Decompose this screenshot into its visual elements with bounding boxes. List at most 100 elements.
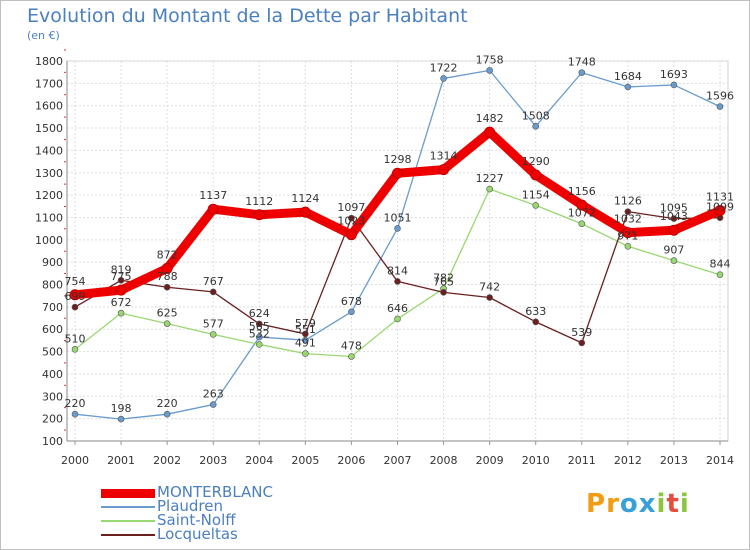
y-tick-label: 1200 xyxy=(35,189,63,202)
data-label: 577 xyxy=(203,317,224,330)
unit-label: (en €) xyxy=(27,29,60,42)
data-label: 1508 xyxy=(522,109,550,122)
point-plaudren xyxy=(348,308,355,316)
data-label: 1072 xyxy=(568,207,596,220)
point-plaudren xyxy=(71,410,79,418)
point-locqueltas xyxy=(255,320,263,328)
data-label: 1722 xyxy=(430,61,458,74)
point-plaudren xyxy=(117,415,125,423)
data-label: 646 xyxy=(387,302,408,315)
point-monterblanc xyxy=(253,209,265,221)
point-monterblanc xyxy=(345,229,357,241)
data-label: 1099 xyxy=(706,201,734,214)
legend-swatch xyxy=(101,489,155,498)
data-label: 220 xyxy=(65,397,86,410)
point-locqueltas xyxy=(348,214,355,222)
legend-swatch xyxy=(101,506,155,508)
point-plaudren xyxy=(394,225,401,232)
logo-letter: o xyxy=(619,489,639,519)
point-saint-nolff xyxy=(394,315,401,323)
point-plaudren xyxy=(716,103,724,110)
legend-item-locqueltas: Locqueltas xyxy=(101,525,361,543)
y-tick-label: 1300 xyxy=(35,167,63,180)
data-label: 539 xyxy=(571,326,592,339)
y-tick-label: 1100 xyxy=(35,211,63,224)
y-tick-label: 400 xyxy=(42,368,63,381)
y-tick-label: 1800 xyxy=(35,55,63,68)
x-tick-label: 2011 xyxy=(568,454,596,467)
point-monterblanc xyxy=(668,224,680,236)
logo-letter: i xyxy=(679,489,690,519)
data-labels: 754 775 872 1137 1112 1124 1023 1298 1314 1482 129… xyxy=(65,53,735,415)
point-monterblanc xyxy=(576,199,588,211)
point-monterblanc xyxy=(622,227,634,239)
data-label: 907 xyxy=(663,244,684,257)
data-label: 491 xyxy=(295,337,316,350)
y-tick-label: 900 xyxy=(42,256,63,269)
data-label: 263 xyxy=(203,388,224,401)
data-label: 579 xyxy=(295,317,316,330)
point-plaudren xyxy=(532,122,540,130)
data-label: 1693 xyxy=(660,68,688,81)
y-tick-label: 1600 xyxy=(35,100,63,113)
point-monterblanc xyxy=(438,164,450,176)
data-label: 1112 xyxy=(245,195,273,208)
data-label: 1023 xyxy=(337,215,365,228)
data-label: 754 xyxy=(65,275,86,288)
point-monterblanc xyxy=(299,206,311,218)
data-label: 678 xyxy=(341,295,362,308)
point-plaudren xyxy=(624,83,632,91)
legend-item-monterblanc: MONTERBLANC xyxy=(101,483,361,501)
y-tick-label: 100 xyxy=(42,435,63,448)
data-label: 1043 xyxy=(660,210,688,223)
data-label: 1131 xyxy=(706,191,734,204)
point-saint-nolff xyxy=(302,350,309,357)
legend-item-saint-nolff: Saint-Nolff xyxy=(101,511,361,529)
legend-swatch xyxy=(101,534,155,536)
x-tick-label: 2006 xyxy=(337,454,365,467)
y-tick-label: 1500 xyxy=(35,122,63,135)
point-monterblanc xyxy=(484,126,496,138)
data-label: 844 xyxy=(710,258,731,271)
x-tick-label: 2010 xyxy=(522,454,550,467)
data-label: 872 xyxy=(157,248,178,261)
series-plaudren xyxy=(71,67,724,423)
data-label: 788 xyxy=(157,270,178,283)
data-label: 565 xyxy=(249,320,270,333)
axes: 100 200 300 400 500 600 700 800 900 1000 1100 1200 1… xyxy=(35,49,734,467)
point-plaudren xyxy=(486,67,493,74)
x-tick-label: 2012 xyxy=(614,454,642,467)
data-label: 1596 xyxy=(706,90,734,103)
y-tick-label: 1000 xyxy=(35,234,63,247)
data-label: 775 xyxy=(111,270,132,283)
legend-swatch xyxy=(101,520,155,522)
point-saint-nolff xyxy=(163,320,171,327)
y-tick-label: 600 xyxy=(42,323,63,336)
data-label: 1137 xyxy=(199,189,227,202)
data-label: 1227 xyxy=(476,172,504,185)
data-label: 971 xyxy=(617,229,638,242)
x-tick-label: 2004 xyxy=(245,454,273,467)
y-tick-label: 1400 xyxy=(35,144,63,157)
data-label: 1126 xyxy=(614,195,642,208)
x-tick-label: 2007 xyxy=(384,454,412,467)
y-tick-label: 1700 xyxy=(35,77,63,90)
data-label: 1095 xyxy=(660,202,688,215)
data-label: 782 xyxy=(433,272,454,285)
x-tick-label: 2013 xyxy=(660,454,688,467)
data-label: 1758 xyxy=(476,53,504,66)
logo-letter: P xyxy=(586,489,607,519)
y-tick-label: 200 xyxy=(42,413,63,426)
logo-letter: x xyxy=(638,489,657,519)
data-label: 532 xyxy=(249,327,270,340)
x-tick-label: 2000 xyxy=(61,454,89,467)
point-saint-nolff xyxy=(486,185,493,193)
data-label: 633 xyxy=(525,305,546,318)
legend-label: Locqueltas xyxy=(157,525,238,543)
y-tick-label: 700 xyxy=(42,301,63,314)
logo-letter: i xyxy=(656,489,667,519)
x-tick-label: 2008 xyxy=(430,454,458,467)
point-monterblanc xyxy=(714,205,726,217)
